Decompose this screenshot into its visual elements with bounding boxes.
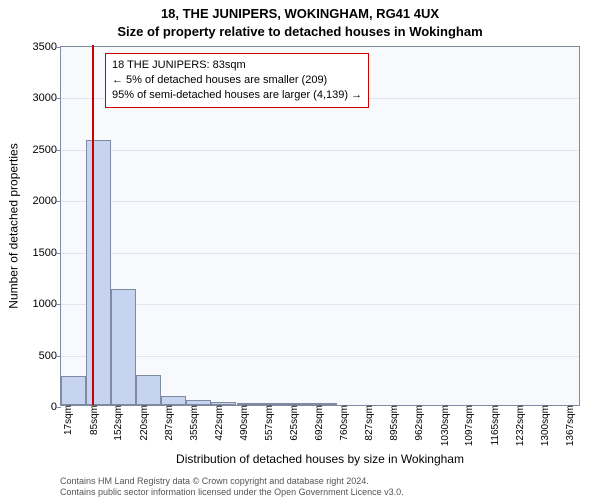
x-tick-label: 355sqm [189,405,200,441]
annotation-line: 95% of semi-detached houses are larger (… [112,88,362,103]
plot-area: 050010001500200025003000350017sqm85sqm15… [60,46,580,406]
x-axis-label: Distribution of detached houses by size … [60,452,580,466]
gridline-h [61,150,579,151]
gridline-h [61,201,579,202]
x-tick-label: 1165sqm [490,405,501,445]
histogram-bar [161,396,186,405]
histogram-bar [86,140,111,405]
annotation-line: ← 5% of detached houses are smaller (209… [112,73,362,88]
histogram-bar [111,289,136,405]
title-line-1: 18, THE JUNIPERS, WOKINGHAM, RG41 4UX [0,6,600,21]
x-tick-label: 152sqm [113,405,124,441]
property-marker-line [92,45,94,405]
x-tick-label: 1300sqm [540,405,551,446]
x-tick-label: 1097sqm [464,405,475,446]
x-tick-label: 895sqm [389,405,400,441]
y-tick-mark [56,407,61,408]
footer: Contains HM Land Registry data © Crown c… [60,476,580,499]
y-tick-mark [56,150,61,151]
x-tick-label: 85sqm [89,405,100,435]
histogram-bar [61,376,86,405]
y-axis-label-container: Number of detached properties [6,46,22,406]
y-tick-mark [56,304,61,305]
x-tick-label: 625sqm [289,405,300,441]
x-tick-label: 692sqm [314,405,325,441]
gridline-h [61,304,579,305]
y-axis-label: Number of detached properties [7,143,21,308]
y-tick-mark [56,253,61,254]
x-tick-label: 1232sqm [515,405,526,446]
x-tick-label: 422sqm [214,405,225,441]
title-line-2: Size of property relative to detached ho… [0,24,600,39]
annotation-box: 18 THE JUNIPERS: 83sqm ← 5% of detached … [105,53,369,108]
x-tick-label: 1030sqm [440,405,451,446]
y-tick-mark [56,201,61,202]
x-tick-label: 962sqm [414,405,425,441]
x-tick-label: 17sqm [63,405,74,435]
gridline-h [61,356,579,357]
histogram-bar [136,375,161,405]
x-tick-label: 490sqm [239,405,250,441]
y-tick-mark [56,47,61,48]
x-tick-label: 557sqm [264,405,275,441]
footer-line-2: Contains public sector information licen… [60,487,580,498]
gridline-h [61,253,579,254]
x-tick-label: 760sqm [339,405,350,441]
x-tick-label: 827sqm [364,405,375,441]
annotation-line: 18 THE JUNIPERS: 83sqm [112,58,362,73]
x-tick-label: 287sqm [164,405,175,441]
footer-line-1: Contains HM Land Registry data © Crown c… [60,476,580,487]
chart-page: 18, THE JUNIPERS, WOKINGHAM, RG41 4UX Si… [0,0,600,500]
y-tick-mark [56,98,61,99]
x-tick-label: 1367sqm [565,405,576,446]
y-tick-mark [56,356,61,357]
x-tick-label: 220sqm [139,405,150,441]
